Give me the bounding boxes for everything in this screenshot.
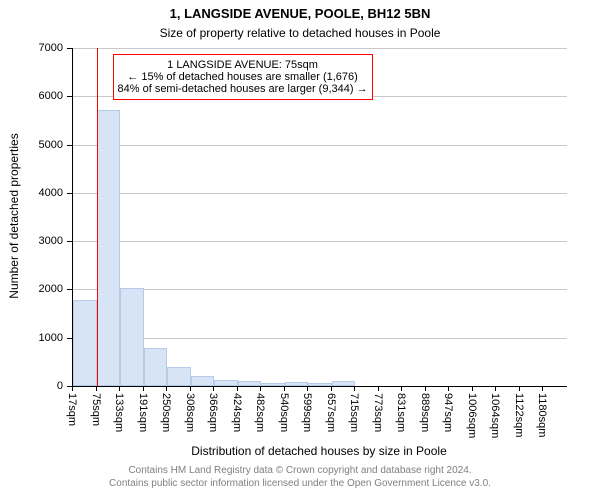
x-tick bbox=[143, 386, 144, 391]
histogram-bar bbox=[261, 383, 285, 386]
x-tick bbox=[472, 386, 473, 391]
x-axis-label: Distribution of detached houses by size … bbox=[72, 444, 566, 458]
gridline-h bbox=[73, 338, 567, 339]
x-tick-label: 1006sqm bbox=[466, 393, 478, 438]
x-tick bbox=[284, 386, 285, 391]
chart-title-main: 1, LANGSIDE AVENUE, POOLE, BH12 5BN bbox=[0, 6, 600, 21]
histogram-bar bbox=[308, 383, 332, 386]
y-tick bbox=[67, 145, 72, 146]
histogram-bar bbox=[191, 376, 215, 386]
annotation-line: 1 LANGSIDE AVENUE: 75sqm bbox=[118, 59, 368, 71]
x-tick bbox=[237, 386, 238, 391]
x-tick-label: 715sqm bbox=[348, 393, 360, 432]
x-tick bbox=[519, 386, 520, 391]
footer-attribution: Contains HM Land Registry data © Crown c… bbox=[0, 465, 600, 490]
x-tick bbox=[72, 386, 73, 391]
plot-area: 1 LANGSIDE AVENUE: 75sqm← 15% of detache… bbox=[72, 48, 567, 387]
x-tick bbox=[96, 386, 97, 391]
y-tick bbox=[67, 193, 72, 194]
x-tick bbox=[119, 386, 120, 391]
x-tick-label: 308sqm bbox=[184, 393, 196, 432]
chart-title-sub: Size of property relative to detached ho… bbox=[0, 26, 600, 40]
x-tick-label: 773sqm bbox=[372, 393, 384, 432]
histogram-bar bbox=[332, 381, 356, 386]
footer-line: Contains HM Land Registry data © Crown c… bbox=[0, 465, 600, 478]
y-tick-label: 7000 bbox=[0, 42, 63, 54]
y-tick bbox=[67, 338, 72, 339]
x-tick bbox=[378, 386, 379, 391]
footer-line: Contains public sector information licen… bbox=[0, 478, 600, 491]
histogram-bar bbox=[73, 300, 97, 386]
histogram-bar bbox=[285, 382, 309, 386]
y-axis-label: Number of detached properties bbox=[7, 66, 21, 366]
x-tick-label: 424sqm bbox=[231, 393, 243, 432]
x-tick-label: 17sqm bbox=[66, 393, 78, 426]
x-tick-label: 599sqm bbox=[301, 393, 313, 432]
histogram-bar bbox=[167, 367, 191, 386]
x-tick-label: 1064sqm bbox=[489, 393, 501, 438]
y-tick bbox=[67, 48, 72, 49]
gridline-h bbox=[73, 145, 567, 146]
x-tick bbox=[495, 386, 496, 391]
x-tick-label: 482sqm bbox=[254, 393, 266, 432]
gridline-h bbox=[73, 193, 567, 194]
histogram-bar bbox=[238, 381, 262, 386]
x-tick bbox=[354, 386, 355, 391]
histogram-bar bbox=[214, 380, 238, 386]
x-tick bbox=[260, 386, 261, 391]
histogram-bar bbox=[120, 288, 144, 386]
x-tick-label: 75sqm bbox=[90, 393, 102, 426]
gridline-h bbox=[73, 241, 567, 242]
x-tick-label: 947sqm bbox=[442, 393, 454, 432]
gridline-h bbox=[73, 289, 567, 290]
x-tick bbox=[401, 386, 402, 391]
x-tick-label: 1122sqm bbox=[513, 393, 525, 437]
y-tick-label: 0 bbox=[0, 380, 63, 392]
x-tick-label: 133sqm bbox=[113, 393, 125, 432]
gridline-h bbox=[73, 48, 567, 49]
x-tick bbox=[542, 386, 543, 391]
y-tick bbox=[67, 289, 72, 290]
annotation-line: 84% of semi-detached houses are larger (… bbox=[118, 83, 368, 95]
x-tick bbox=[166, 386, 167, 391]
x-tick-label: 657sqm bbox=[325, 393, 337, 432]
x-tick-label: 831sqm bbox=[395, 393, 407, 432]
y-tick bbox=[67, 241, 72, 242]
x-tick-label: 540sqm bbox=[278, 393, 290, 432]
x-tick bbox=[331, 386, 332, 391]
histogram-bar bbox=[97, 110, 121, 386]
y-tick bbox=[67, 96, 72, 97]
x-tick-label: 1180sqm bbox=[536, 393, 548, 437]
marker-vline bbox=[97, 48, 98, 386]
x-tick bbox=[213, 386, 214, 391]
x-tick bbox=[448, 386, 449, 391]
annotation-box: 1 LANGSIDE AVENUE: 75sqm← 15% of detache… bbox=[113, 54, 373, 100]
x-tick bbox=[425, 386, 426, 391]
x-tick-label: 889sqm bbox=[419, 393, 431, 432]
annotation-line: ← 15% of detached houses are smaller (1,… bbox=[118, 71, 368, 83]
x-tick bbox=[307, 386, 308, 391]
x-tick-label: 366sqm bbox=[207, 393, 219, 432]
histogram-bar bbox=[144, 348, 168, 386]
x-tick-label: 191sqm bbox=[137, 393, 149, 432]
x-tick-label: 250sqm bbox=[160, 393, 172, 432]
x-tick bbox=[190, 386, 191, 391]
